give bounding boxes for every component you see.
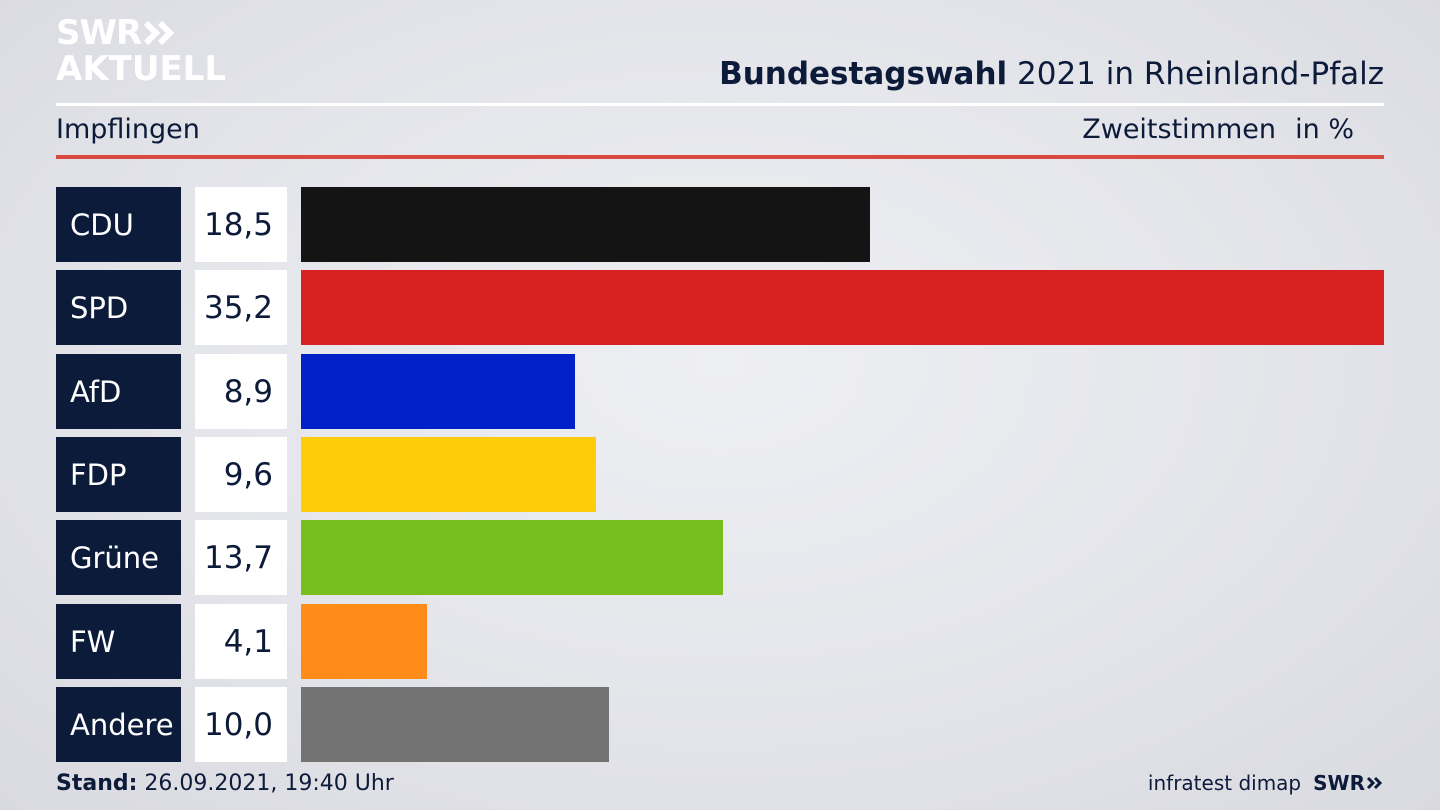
source-label: infratest dimap	[1147, 771, 1302, 795]
party-label: AfD	[56, 354, 181, 429]
footer-double-chevron-icon	[1366, 776, 1383, 790]
value-label: 8,9	[195, 354, 287, 429]
bar	[301, 604, 427, 679]
vote-type-label: Zweitstimmen	[1082, 114, 1276, 145]
party-label: Grüne	[56, 520, 181, 595]
footer-source: infratest dimap SWR	[1148, 771, 1384, 795]
swr-aktuell-logo: SWR AKTUELL	[56, 16, 226, 86]
chart-title: Bundestagswahl 2021 in Rheinland-Pfalz	[719, 56, 1384, 92]
party-label: SPD	[56, 270, 181, 345]
party-label: Andere	[56, 687, 181, 762]
bar	[301, 270, 1384, 345]
footer-logo-text: SWR	[1313, 771, 1365, 795]
bar	[301, 520, 723, 595]
value-label: 13,7	[195, 520, 287, 595]
logo-line1: SWR	[56, 13, 142, 53]
accent-divider	[56, 155, 1384, 159]
logo-line2: AKTUELL	[56, 49, 227, 89]
bar	[301, 437, 596, 512]
stand-label: Stand:	[56, 771, 138, 796]
footer-swr-logo: SWR	[1313, 771, 1384, 795]
value-label: 35,2	[195, 270, 287, 345]
unit-label: in %	[1295, 114, 1354, 145]
value-label: 9,6	[195, 437, 287, 512]
timestamp: Stand: 26.09.2021, 19:40 Uhr	[56, 771, 394, 796]
party-label: FDP	[56, 437, 181, 512]
location-subtitle: Impflingen	[56, 114, 200, 145]
bar	[301, 187, 870, 262]
party-label: CDU	[56, 187, 181, 262]
party-label: FW	[56, 604, 181, 679]
double-chevron-icon	[144, 20, 175, 46]
stand-value: 26.09.2021, 19:40 Uhr	[137, 771, 394, 796]
bar	[301, 687, 609, 762]
title-bold: Bundestagswahl	[719, 56, 1008, 92]
value-label: 18,5	[195, 187, 287, 262]
value-label: 4,1	[195, 604, 287, 679]
header-divider	[56, 103, 1384, 106]
value-label: 10,0	[195, 687, 287, 762]
bar	[301, 354, 575, 429]
title-rest: 2021 in Rheinland-Pfalz	[1007, 56, 1384, 92]
